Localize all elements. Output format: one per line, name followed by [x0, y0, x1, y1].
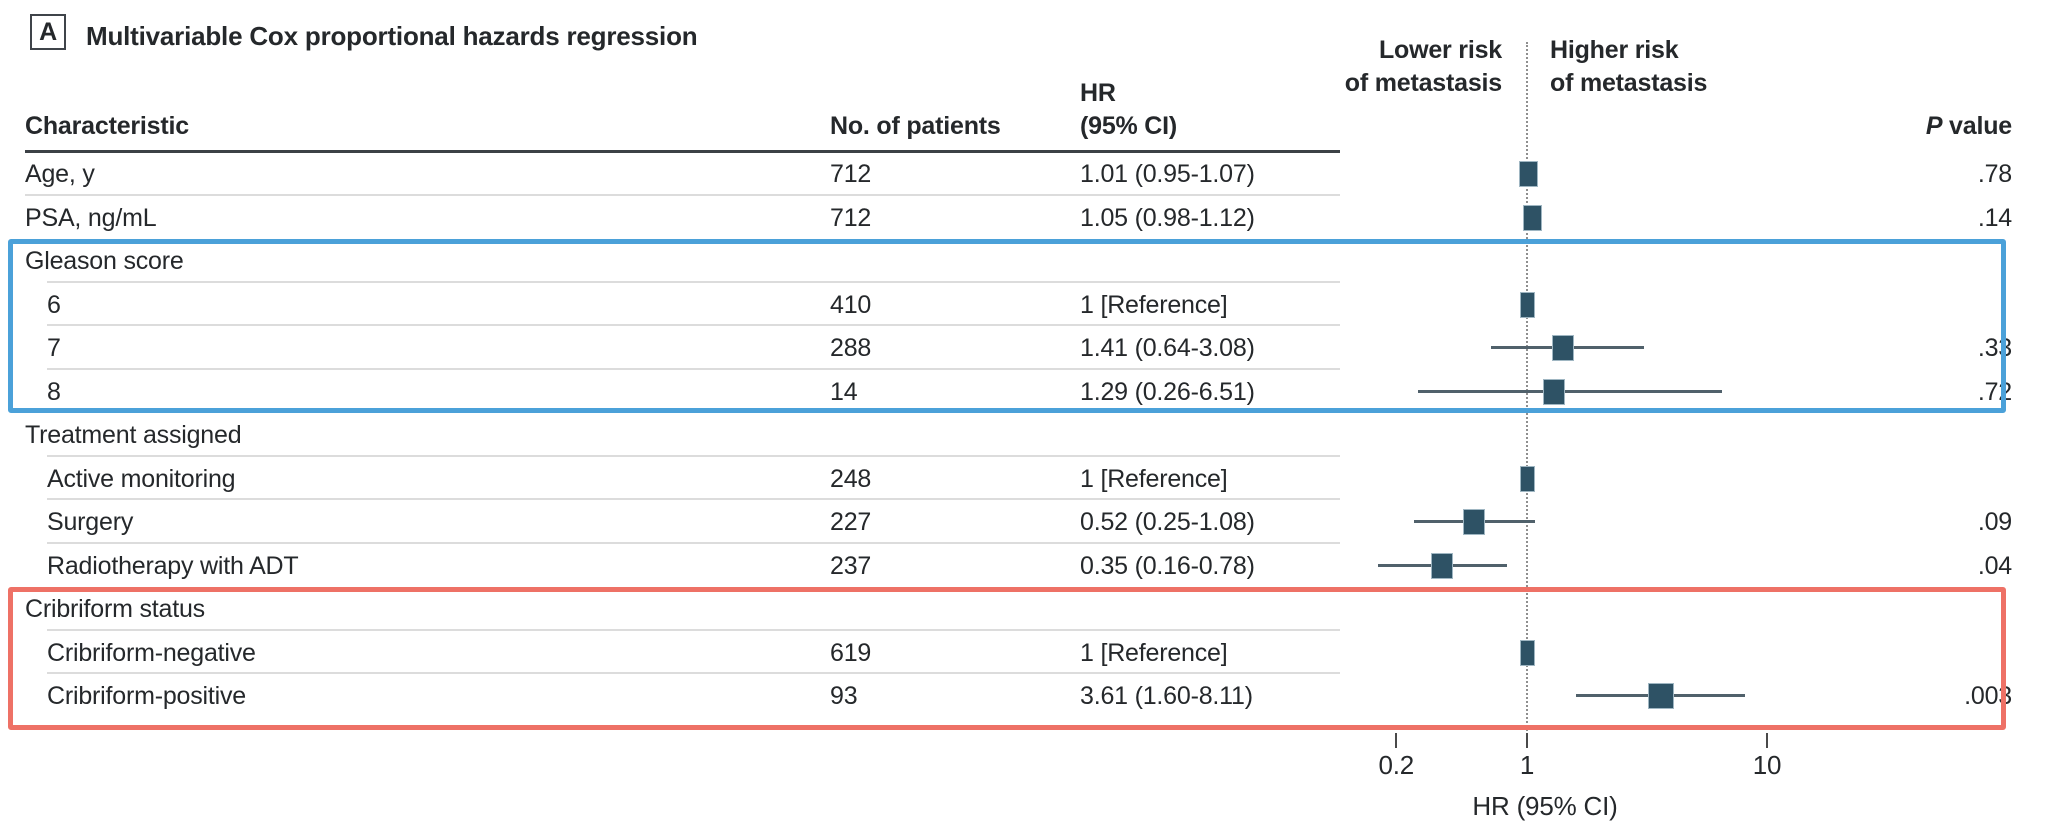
hr-ci-text: 1.01 (0.95-1.07) — [1080, 160, 1255, 188]
hr-point-marker — [1522, 204, 1542, 231]
panel-letter-badge: A — [30, 14, 66, 50]
characteristic-label: Surgery — [47, 508, 134, 536]
hr-point-marker — [1518, 161, 1538, 187]
higher-risk-line2: of metastasis — [1550, 69, 1708, 97]
table-group-row: Cribriform status — [0, 587, 2048, 631]
characteristic-label: Cribriform status — [25, 595, 205, 623]
characteristic-label: Cribriform-negative — [47, 638, 256, 667]
axis-tick-1 — [1526, 733, 1528, 748]
hr-ci-text: 1.29 (0.26-6.51) — [1080, 377, 1255, 406]
characteristic-label: Cribriform-positive — [47, 682, 247, 710]
cribriform-highlight-box — [8, 587, 2006, 730]
axis-tick-0-2 — [1395, 733, 1398, 748]
p-value: .04 — [1977, 551, 2012, 580]
x-axis-title: HR (95% CI) — [1472, 791, 1618, 821]
lower-risk-line1: Lower risk — [1378, 36, 1502, 64]
row-separator — [47, 324, 1340, 326]
hr-ci-text: 0.52 (0.25-1.08) — [1080, 508, 1255, 536]
hr-point-marker — [1430, 552, 1453, 579]
hr-point-marker — [1551, 335, 1574, 361]
characteristic-label: PSA, ng/mL — [25, 203, 157, 232]
axis-tick-label-10: 10 — [1752, 750, 1782, 780]
table-row: PSA, ng/mL 712 1.05 (0.98-1.12) .14 — [0, 196, 2048, 240]
row-separator — [47, 672, 1340, 674]
hr-point-marker — [1462, 509, 1485, 535]
table-row: Cribriform-negative 619 1 [Reference] — [0, 631, 2048, 674]
p-value: .72 — [1977, 377, 2012, 406]
characteristic-label: Gleason score — [25, 247, 184, 275]
p-value: .78 — [1977, 160, 2012, 188]
table-row: Radiotherapy with ADT 237 0.35 (0.16-0.78)… — [0, 544, 2048, 588]
table-row: Active monitoring 248 1 [Reference] — [0, 457, 2048, 500]
hr-point-marker — [1519, 465, 1535, 492]
p-value-italic-p: P — [1925, 112, 1943, 140]
hr-point-marker — [1519, 291, 1535, 318]
row-separator — [47, 454, 1340, 457]
patients-count: 93 — [830, 682, 858, 710]
hr-ci-text: 1 [Reference] — [1080, 638, 1228, 667]
characteristic-label: 8 — [47, 377, 61, 406]
axis-annotation-lower-risk: Lower risk of metastasis — [1345, 34, 1502, 100]
hr-point-marker — [1647, 683, 1674, 709]
row-separator — [47, 280, 1340, 283]
patients-count: 248 — [830, 464, 872, 493]
patients-count: 227 — [830, 508, 872, 536]
hr-point-marker — [1542, 378, 1565, 405]
table-row: Surgery 227 0.52 (0.25-1.08) .09 — [0, 500, 2048, 544]
hr-ci-text: 1 [Reference] — [1080, 290, 1228, 319]
table-group-row: Gleason score — [0, 239, 2048, 283]
characteristic-label: 6 — [47, 290, 61, 319]
hr-ci-text: 1.41 (0.64-3.08) — [1080, 334, 1255, 362]
p-value: .09 — [1977, 508, 2012, 536]
table-header-rule — [25, 150, 1340, 153]
hr-ci-text: 0.35 (0.16-0.78) — [1080, 551, 1255, 580]
column-header-characteristic: Characteristic — [25, 112, 189, 140]
characteristic-label: Treatment assigned — [25, 421, 242, 449]
column-header-hr-line2: (95% CI) — [1080, 112, 1178, 140]
column-header-no-of-patients: No. of patients — [830, 112, 1001, 140]
characteristic-label: Active monitoring — [47, 464, 236, 493]
patients-count: 14 — [830, 377, 858, 406]
p-value: .33 — [1977, 334, 2012, 362]
patients-count: 619 — [830, 638, 872, 667]
patients-count: 712 — [830, 160, 872, 188]
table-row: 7 288 1.41 (0.64-3.08) .33 — [0, 326, 2048, 370]
column-header-p-value: P value — [1926, 112, 2012, 141]
confidence-interval-line — [1417, 389, 1723, 393]
row-separator — [47, 541, 1340, 544]
gleason-highlight-box — [8, 239, 2006, 413]
patients-count: 288 — [830, 334, 872, 362]
characteristic-label: Age, y — [25, 160, 95, 188]
hr-point-marker — [1519, 639, 1535, 666]
hr-ci-text: 1.05 (0.98-1.12) — [1080, 203, 1255, 232]
axis-tick-label-0-2: 0.2 — [1378, 750, 1415, 780]
hr-ci-text: 3.61 (1.60-8.11) — [1080, 682, 1253, 710]
table-row: 6 410 1 [Reference] — [0, 283, 2048, 326]
axis-tick-label-1: 1 — [1519, 750, 1535, 780]
higher-risk-line1: Higher risk — [1550, 36, 1679, 64]
null-effect-reference-line — [1526, 42, 1528, 747]
patients-count: 237 — [830, 551, 872, 580]
row-separator — [47, 498, 1340, 500]
patients-count: 410 — [830, 290, 872, 319]
table-row: 8 14 1.29 (0.26-6.51) .72 — [0, 370, 2048, 414]
patients-count: 712 — [830, 203, 872, 232]
row-separator — [47, 628, 1340, 631]
figure-title: Multivariable Cox proportional hazards r… — [86, 21, 698, 51]
p-value-rest: value — [1942, 112, 2012, 140]
column-header-hr-line1: HR — [1080, 79, 1116, 107]
axis-tick-10 — [1766, 733, 1768, 748]
lower-risk-line2: of metastasis — [1344, 69, 1502, 97]
table-group-row: Treatment assigned — [0, 413, 2048, 457]
row-separator — [25, 193, 1340, 196]
table-row: Age, y 712 1.01 (0.95-1.07) .78 — [0, 152, 2048, 196]
hr-ci-text: 1 [Reference] — [1080, 464, 1228, 493]
p-value: .14 — [1977, 203, 2012, 232]
row-separator — [47, 367, 1340, 370]
axis-annotation-higher-risk: Higher risk of metastasis — [1550, 34, 1707, 100]
characteristic-label: Radiotherapy with ADT — [47, 551, 299, 580]
characteristic-label: 7 — [47, 334, 61, 362]
